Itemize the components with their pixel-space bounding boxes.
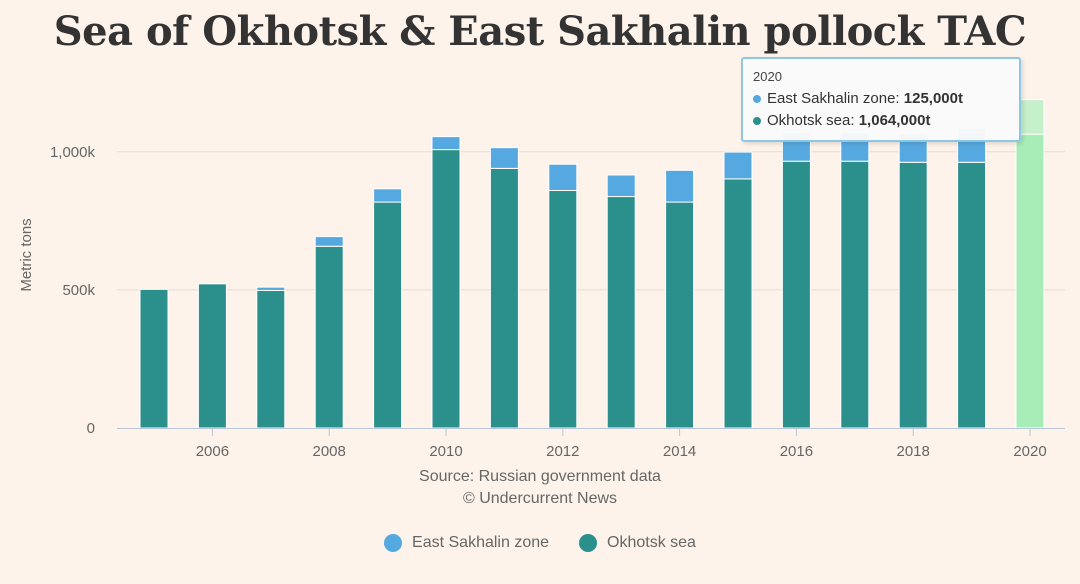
bar-east-sakhalin-2014[interactable]	[665, 169, 695, 203]
bar-okhotsk-2009[interactable]	[373, 201, 403, 429]
bar-okhotsk-2016[interactable]	[781, 160, 811, 429]
bar-okhotsk-2013[interactable]	[606, 196, 636, 429]
bar-east-sakhalin-2007[interactable]	[256, 286, 286, 291]
bar-east-sakhalin-2013[interactable]	[606, 174, 636, 198]
x-tick-label: 2006	[196, 443, 229, 460]
x-tick-label: 2020	[1013, 443, 1046, 460]
okhotsk-dot-icon	[753, 117, 761, 126]
x-tick-label: 2018	[897, 443, 930, 460]
bar-east-sakhalin-2015[interactable]	[723, 151, 753, 180]
x-tick-label: 2016	[780, 443, 813, 460]
east-sakhalin-dot-icon	[753, 95, 761, 104]
bar-okhotsk-2006[interactable]	[197, 283, 227, 429]
bar-okhotsk-2008[interactable]	[314, 245, 344, 429]
bar-okhotsk-2014[interactable]	[665, 201, 695, 429]
tooltip-value: 1,064,000t	[858, 112, 931, 129]
chart-tooltip: 2020 East Sakhalin zone: 125,000t Okhots…	[741, 57, 1021, 142]
x-tick-label: 2014	[663, 443, 696, 460]
y-axis-title: Metric tons	[18, 218, 35, 291]
bar-okhotsk-2007[interactable]	[256, 289, 286, 429]
tooltip-value: 125,000t	[903, 90, 963, 107]
tooltip-label: East Sakhalin zone:	[767, 90, 904, 107]
east-sakhalin-legend-icon	[384, 534, 403, 552]
y-tick-label: 500k	[62, 282, 95, 299]
bar-okhotsk-2011[interactable]	[489, 167, 519, 429]
chart-title: Sea of Okhotsk & East Sakhalin pollock T…	[53, 8, 1027, 55]
x-tick-label: 2010	[429, 443, 462, 460]
bar-okhotsk-2012[interactable]	[548, 189, 578, 429]
chart-legend: East Sakhalin zone Okhotsk sea	[0, 534, 1080, 552]
bar-east-sakhalin-2008[interactable]	[314, 236, 344, 247]
source-text: Source: Russian government data	[419, 468, 661, 485]
bar-okhotsk-2018[interactable]	[898, 161, 928, 429]
credit-text: © Undercurrent News	[462, 490, 618, 507]
legend-label: East Sakhalin zone	[412, 534, 550, 551]
bar-okhotsk-2010[interactable]	[431, 149, 461, 429]
bar-okhotsk-2019[interactable]	[957, 161, 987, 429]
bar-east-sakhalin-2012[interactable]	[548, 163, 578, 191]
legend-item-east-sakhalin[interactable]: East Sakhalin zone	[384, 534, 549, 552]
bar-east-sakhalin-2011[interactable]	[489, 147, 519, 169]
legend-item-okhotsk[interactable]: Okhotsk sea	[579, 534, 696, 552]
bar-east-sakhalin-2009[interactable]	[373, 188, 403, 203]
x-tick-label: 2008	[313, 443, 346, 460]
legend-label: Okhotsk sea	[607, 534, 696, 551]
x-tick-label: 2012	[546, 443, 579, 460]
tooltip-row-east-sakhalin: East Sakhalin zone: 125,000t	[753, 88, 1009, 110]
okhotsk-legend-icon	[579, 534, 598, 552]
bar-okhotsk-2005[interactable]	[139, 288, 169, 429]
tooltip-label: Okhotsk sea:	[767, 112, 859, 129]
bar-east-sakhalin-2010[interactable]	[431, 136, 461, 151]
bar-okhotsk-2020[interactable]	[1015, 133, 1045, 429]
bar-okhotsk-2015[interactable]	[723, 178, 753, 429]
tooltip-year: 2020	[753, 69, 782, 84]
y-tick-label: 0	[87, 420, 95, 437]
tooltip-row-okhotsk: Okhotsk sea: 1,064,000t	[753, 110, 1009, 132]
y-tick-label: 1,000k	[50, 144, 96, 161]
bar-okhotsk-2017[interactable]	[840, 160, 870, 429]
